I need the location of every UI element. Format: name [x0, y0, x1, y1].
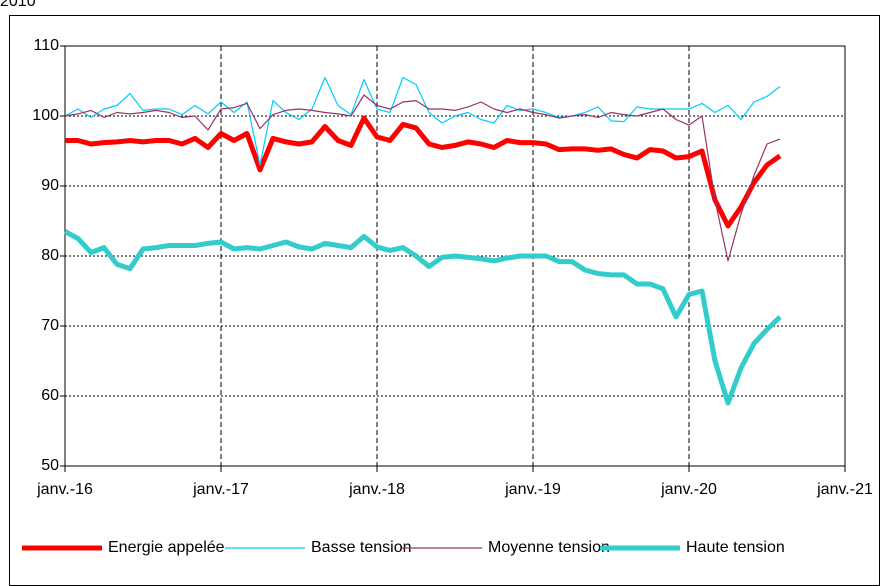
x-tick-label: janv.-18: [348, 481, 405, 498]
x-tick-label: janv.-20: [660, 481, 717, 498]
y-tick-label: 90: [41, 177, 59, 194]
series-line: [63, 229, 782, 406]
y-tick-label: 50: [41, 457, 59, 474]
chart-frame: [9, 15, 880, 586]
y-unit: 2010: [0, 0, 36, 10]
y-tick-label: 80: [41, 247, 59, 264]
legend-label: Energie appelée: [108, 539, 225, 556]
series-line: [64, 94, 781, 262]
series-line: [64, 76, 781, 166]
x-tick-label: janv.-21: [816, 481, 873, 498]
legend-label: Haute tension: [686, 539, 785, 556]
x-tick-label: janv.-16: [36, 481, 93, 498]
legend-label: Moyenne tension: [488, 539, 610, 556]
series-line: [65, 115, 782, 229]
y-tick-label: 70: [41, 317, 59, 334]
legend-label: Basse tension: [311, 539, 412, 556]
y-tick-label: 100: [32, 107, 59, 124]
y-tick-label: 60: [41, 387, 59, 404]
y-tick-label: 110: [33, 37, 59, 54]
x-tick-label: janv.-17: [192, 481, 249, 498]
x-tick-label: janv.-19: [504, 481, 561, 498]
